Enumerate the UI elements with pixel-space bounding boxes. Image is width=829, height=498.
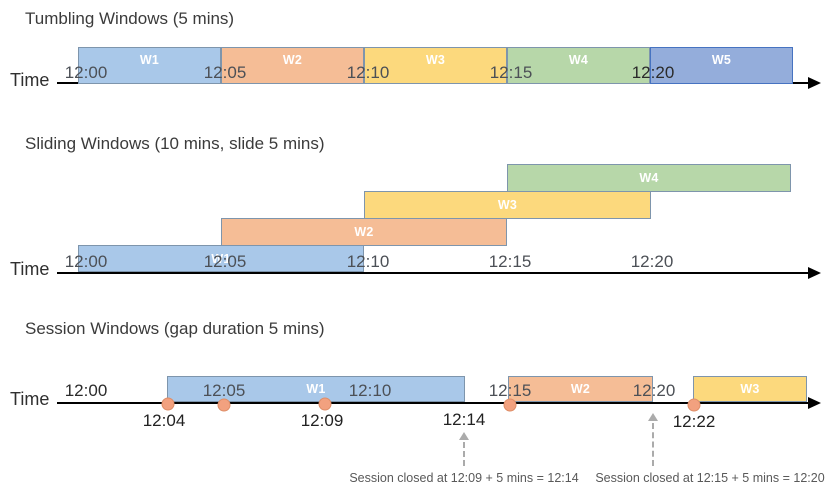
session-time-axis-label: Time xyxy=(10,389,50,409)
event-dot xyxy=(687,398,701,412)
event-dot xyxy=(503,398,517,412)
window-label: W2 xyxy=(282,53,303,67)
event-time-label: 12:22 xyxy=(672,412,716,431)
sliding-section-title: Sliding Windows (10 mins, slide 5 mins) xyxy=(25,134,325,153)
session-tick-12-20: 12:20 xyxy=(632,381,676,400)
session-closed-annotation-1: Session closed at 12:09 + 5 mins = 12:14 xyxy=(349,471,579,485)
tumbling-axis-arrowhead-icon xyxy=(808,77,821,89)
event-time-label: 12:09 xyxy=(300,411,344,430)
window-label: W5 xyxy=(711,53,732,67)
session-tick-12-10: 12:10 xyxy=(348,381,392,400)
tumbling-tick-12-20: 12:20 xyxy=(631,63,675,82)
window-label: W4 xyxy=(639,171,659,185)
tumbling-window-w3: W3 xyxy=(364,47,507,84)
sliding-window-w3: W3 xyxy=(364,191,651,219)
event-time-label: 12:14 xyxy=(442,410,486,429)
sliding-tick-12-20: 12:20 xyxy=(630,252,674,271)
up-arrow-icon xyxy=(648,413,658,421)
window-label: W1 xyxy=(211,251,231,266)
session-tick-12-00: 12:00 xyxy=(64,381,108,400)
session-axis-arrowhead-icon xyxy=(808,397,821,409)
session-window-w1: W1 xyxy=(167,376,465,402)
sliding-tick-12-00: 12:00 xyxy=(64,252,108,271)
tumbling-window-w1: W1 xyxy=(78,47,221,84)
up-arrow-icon xyxy=(459,432,469,440)
sliding-window-w2: W2 xyxy=(221,218,507,246)
session-section-title: Session Windows (gap duration 5 mins) xyxy=(25,319,325,338)
sliding-axis-arrowhead-icon xyxy=(808,267,821,279)
tumbling-tick-12-05: 12:05 xyxy=(203,63,247,82)
sliding-tick-12-15: 12:15 xyxy=(488,252,532,271)
tumbling-window-w5: W5 xyxy=(650,47,793,84)
session-closed-annotation-2: Session closed at 12:15 + 5 mins = 12:20 xyxy=(595,471,825,485)
window-label: W3 xyxy=(497,198,518,212)
sliding-window-w1: W1 xyxy=(78,245,364,272)
session-tick-12-15: 12:15 xyxy=(488,381,532,400)
tumbling-tick-12-00: 12:00 xyxy=(64,63,108,82)
window-label: W2 xyxy=(570,382,591,396)
event-dot xyxy=(318,397,332,411)
window-label: W1 xyxy=(306,382,326,396)
sliding-tick-12-05: 12:05 xyxy=(203,252,247,271)
sliding-window-w4: W4 xyxy=(507,164,791,192)
sliding-tick-12-10: 12:10 xyxy=(346,252,390,271)
window-label: W1 xyxy=(139,53,160,67)
tumbling-time-axis-label: Time xyxy=(10,70,50,90)
dashed-arrow-line xyxy=(463,442,465,466)
session-window-w2: W2 xyxy=(508,376,653,402)
event-dot xyxy=(161,397,175,411)
window-label: W2 xyxy=(354,225,374,239)
event-time-label: 12:04 xyxy=(142,411,186,430)
sliding-time-axis-label: Time xyxy=(10,259,50,279)
session-time-axis xyxy=(57,402,810,404)
tumbling-window-w4: W4 xyxy=(507,47,650,84)
event-dot xyxy=(217,398,231,412)
tumbling-tick-12-15: 12:15 xyxy=(489,63,533,82)
window-label: W3 xyxy=(740,382,760,396)
window-label: W3 xyxy=(425,53,446,67)
session-tick-12-05: 12:05 xyxy=(202,381,246,400)
window-label: W4 xyxy=(568,53,589,67)
session-window-w3: W3 xyxy=(693,376,807,402)
sliding-time-axis xyxy=(57,272,810,274)
tumbling-section-title: Tumbling Windows (5 mins) xyxy=(25,9,235,28)
tumbling-window-w2: W2 xyxy=(221,47,364,84)
dashed-arrow-line xyxy=(652,423,654,466)
tumbling-tick-12-10: 12:10 xyxy=(346,63,390,82)
